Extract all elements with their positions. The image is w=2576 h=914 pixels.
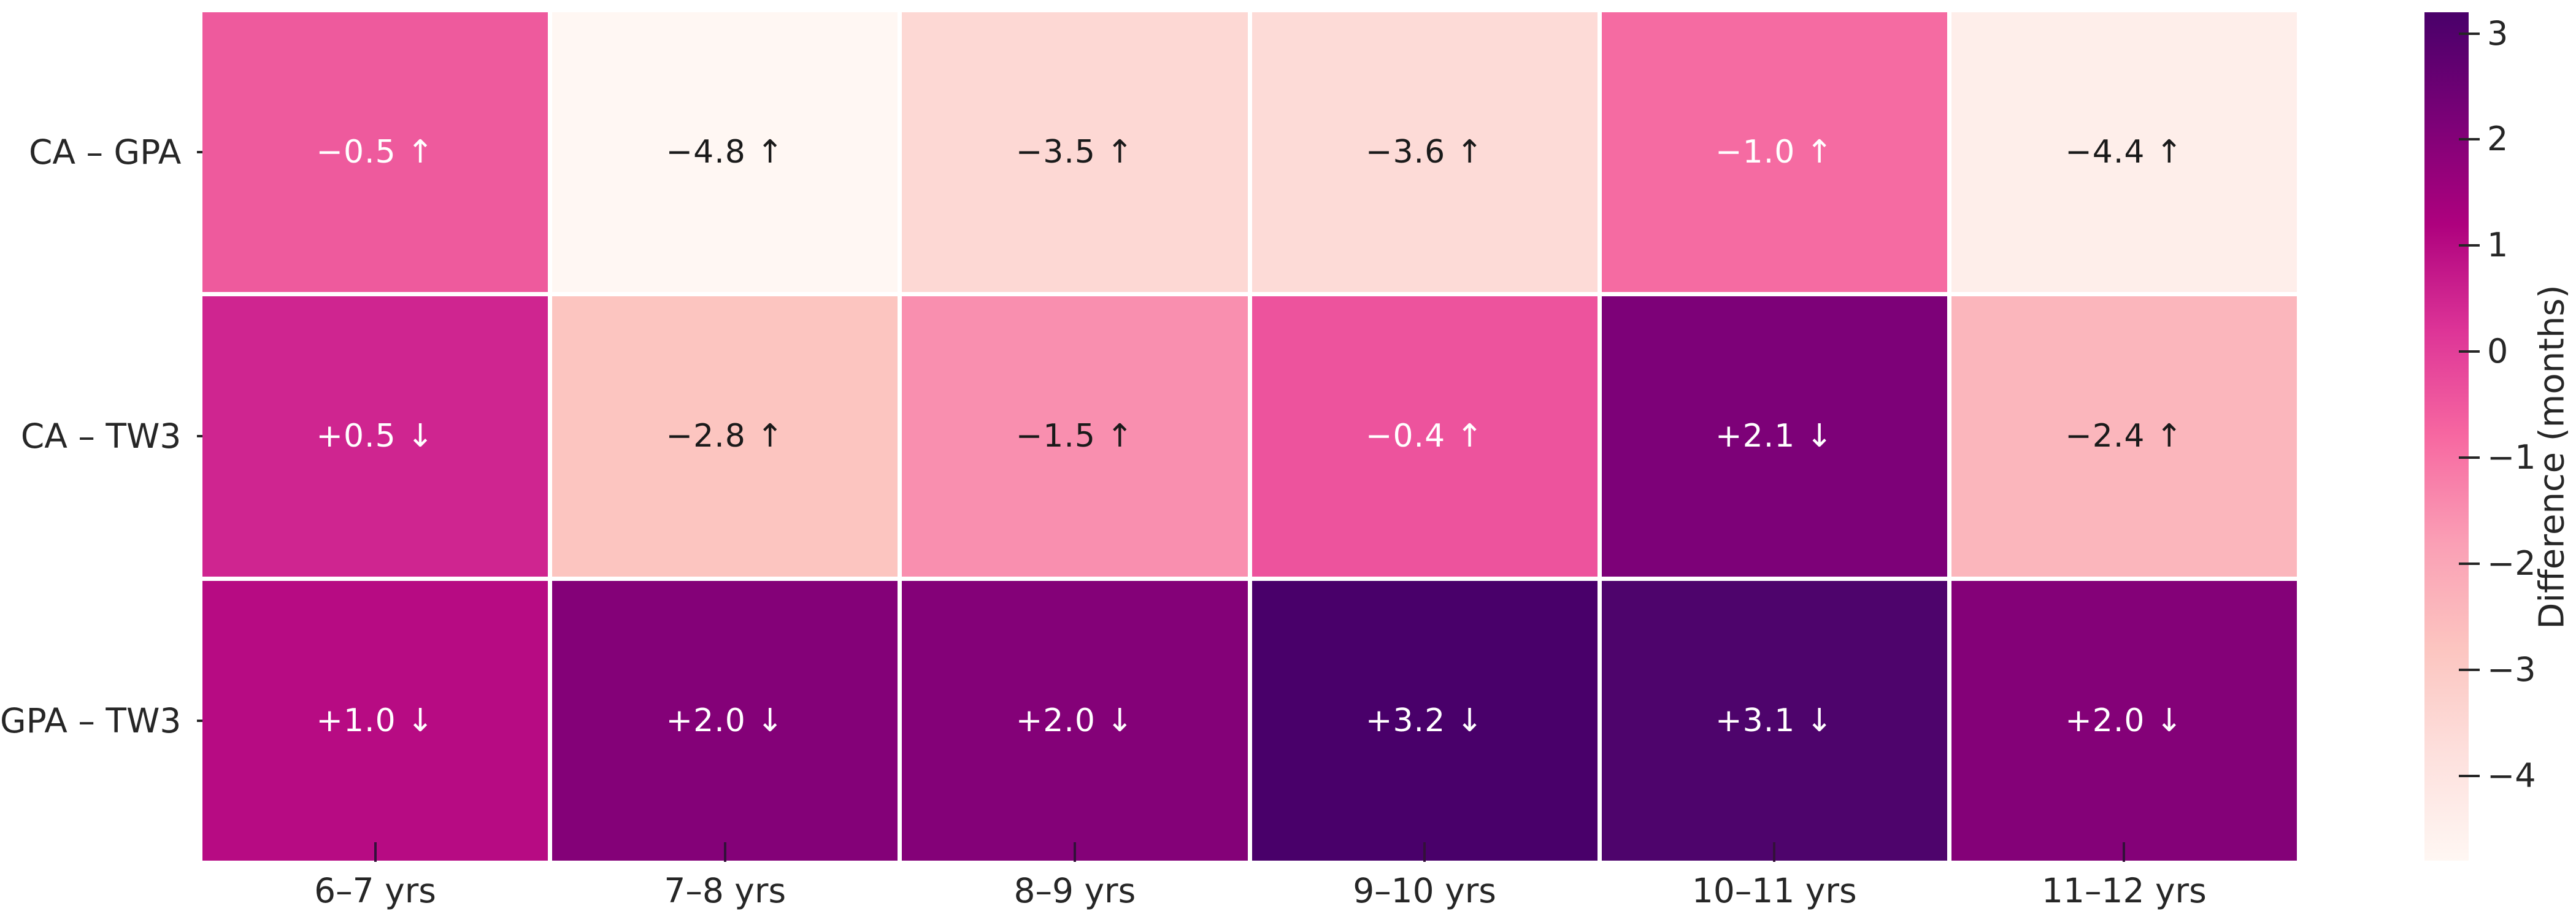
heatmap-cell: +2.0 ↓ [552,580,898,861]
heatmap-cell: −1.5 ↑ [902,296,1248,577]
colorbar-tick-mark [2459,138,2480,141]
colorbar-tick-mark [2459,668,2480,671]
x-tick-label: 8–9 yrs [1013,871,1136,910]
y-row: CA – TW3 [0,296,213,576]
heatmap-cell: +1.0 ↓ [202,580,548,861]
x-tick-mark [1773,842,1776,862]
colorbar-tick-label: 2 [2487,120,2509,159]
colorbar-tick-mark [2459,774,2480,777]
colorbar-tick-label: 0 [2487,332,2509,371]
x-tick-mark [1073,842,1076,862]
x-tick-label: 11–12 yrs [2042,871,2207,910]
heatmap-cell: +0.5 ↓ [202,296,548,577]
heatmap-cell: −4.8 ↑ [552,12,898,293]
x-axis: 6–7 yrs 7–8 yrs 8–9 yrs 9–10 yrs 10–11 yrs 11… [202,842,2297,913]
x-tick-mark [1423,842,1426,862]
heatmap-cell: −2.4 ↑ [1951,296,2297,577]
colorbar-tick-mark [2459,456,2480,459]
heatmap-cell: +3.2 ↓ [1251,580,1598,861]
x-tick-label: 6–7 yrs [314,871,436,910]
x-tick-label: 10–11 yrs [1691,871,1857,910]
heatmap-cell: +2.1 ↓ [1601,296,1947,577]
colorbar-tick-mark [2459,244,2480,247]
heatmap-cell: −3.6 ↑ [1251,12,1598,293]
colorbar-tick-mark [2459,562,2480,565]
y-row: CA – GPA [0,12,213,292]
colorbar-gradient [2424,12,2469,861]
heatmap-cell: −2.8 ↑ [552,296,898,577]
y-tick-label: GPA – TW3 [0,701,182,740]
heatmap-cell: +3.1 ↓ [1601,580,1947,861]
x-col: 10–11 yrs [1602,842,1947,913]
colorbar-tick-label: −3 [2487,650,2536,689]
colorbar-tick-mark [2459,32,2480,35]
x-col: 6–7 yrs [202,842,548,913]
colorbar-tick-label: −1 [2487,438,2536,477]
y-tick-label: CA – TW3 [20,417,182,456]
y-tick-label: CA – GPA [28,132,182,172]
x-tick-mark [2123,842,2126,862]
heatmap-cell: −0.4 ↑ [1251,296,1598,577]
x-col: 8–9 yrs [902,842,1247,913]
colorbar-tick-mark [2459,350,2480,353]
x-tick-mark [374,842,377,862]
heatmap-cell: +2.0 ↓ [902,580,1248,861]
x-col: 7–8 yrs [552,842,898,913]
colorbar: 3 2 1 0 −1 −2 −3 −4 [2424,12,2576,861]
colorbar-axis-label: Difference (months) [2532,285,2572,629]
heatmap-cell: −4.4 ↑ [1951,12,2297,293]
colorbar-tick-label: 3 [2487,13,2509,53]
x-col: 9–10 yrs [1252,842,1598,913]
x-tick-mark [723,842,726,862]
heatmap-cell: −3.5 ↑ [902,12,1248,293]
y-row: GPA – TW3 [0,581,213,861]
colorbar-tick-label: −2 [2487,543,2536,583]
heatmap-cell: −1.0 ↑ [1601,12,1947,293]
x-tick-label: 7–8 yrs [664,871,786,910]
y-axis: CA – GPA CA – TW3 GPA – TW3 [0,12,213,861]
x-col: 11–12 yrs [1951,842,2297,913]
x-tick-label: 9–10 yrs [1353,871,1496,910]
colorbar-tick-label: 1 [2487,226,2509,265]
heatmap-cell: −0.5 ↑ [202,12,548,293]
heatmap-cell: +2.0 ↓ [1951,580,2297,861]
heatmap-grid: −0.5 ↑ −4.8 ↑ −3.5 ↑ −3.6 ↑ −1.0 ↑ −4.4 ↑ +0.5… [202,12,2297,861]
colorbar-tick-label: −4 [2487,756,2536,795]
